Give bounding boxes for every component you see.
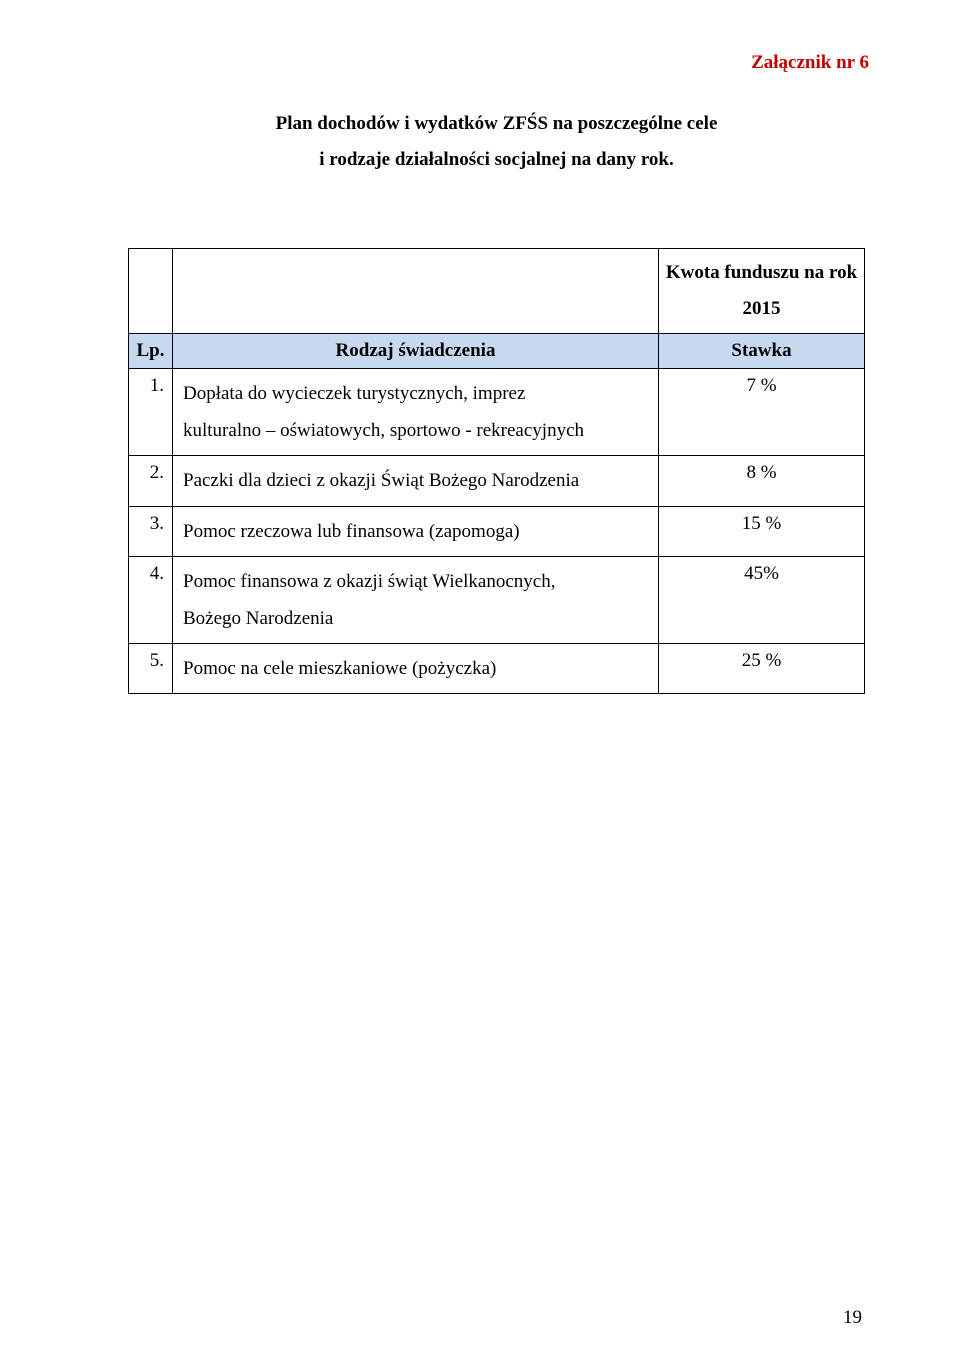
blank-header-cell [129,249,173,334]
row-desc: Dopłata do wycieczek turystycznych, impr… [173,369,659,456]
row-rate: 8 % [659,456,865,506]
kwota-header: Kwota funduszu na rok 2015 [659,249,865,334]
table-header-row-main: Lp. Rodzaj świadczenia Stawka [129,334,865,369]
page-number: 19 [843,1307,862,1329]
document-page: Załącznik nr 6 Plan dochodów i wydatków … [0,0,960,1371]
row-desc: Pomoc rzeczowa lub finansowa (zapomoga) [173,506,659,556]
row-rate: 7 % [659,369,865,456]
row-desc-line1: Pomoc rzeczowa lub finansowa (zapomoga) [183,521,520,542]
row-lp: 5. [129,643,173,693]
table-header-row-top: Kwota funduszu na rok 2015 [129,249,865,334]
rodzaj-header: Rodzaj świadczenia [173,334,659,369]
title-line-2: i rodzaje działalności socjalnej na dany… [128,142,865,178]
row-rate: 25 % [659,643,865,693]
kwota-header-line2: 2015 [743,298,781,319]
table-row: 5. Pomoc na cele mieszkaniowe (pożyczka)… [129,643,865,693]
row-lp: 1. [129,369,173,456]
table-row: 1. Dopłata do wycieczek turystycznych, i… [129,369,865,456]
table-row: 2. Paczki dla dzieci z okazji Świąt Boże… [129,456,865,506]
row-rate: 45% [659,556,865,643]
row-desc: Pomoc finansowa z okazji świąt Wielkanoc… [173,556,659,643]
kwota-header-line1: Kwota funduszu na rok [666,262,857,283]
blank-header-cell [173,249,659,334]
row-lp: 3. [129,506,173,556]
row-rate: 15 % [659,506,865,556]
row-lp: 2. [129,456,173,506]
lp-header: Lp. [129,334,173,369]
row-lp: 4. [129,556,173,643]
stawka-header: Stawka [659,334,865,369]
attachment-label: Załącznik nr 6 [128,52,869,74]
row-desc-line1: Pomoc finansowa z okazji świąt Wielkanoc… [183,571,555,592]
row-desc-line1: Dopłata do wycieczek turystycznych, impr… [183,383,525,404]
rates-table: Kwota funduszu na rok 2015 Lp. Rodzaj św… [128,248,865,694]
table-row: 3. Pomoc rzeczowa lub finansowa (zapomog… [129,506,865,556]
row-desc: Paczki dla dzieci z okazji Świąt Bożego … [173,456,659,506]
table-row: 4. Pomoc finansowa z okazji świąt Wielka… [129,556,865,643]
title-block: Plan dochodów i wydatków ZFŚS na poszcze… [128,106,865,178]
row-desc-line1: Paczki dla dzieci z okazji Świąt Bożego … [183,470,579,491]
row-desc-line2: kulturalno – oświatowych, sportowo - rek… [183,420,584,441]
row-desc-line2: Bożego Narodzenia [183,608,333,629]
row-desc: Pomoc na cele mieszkaniowe (pożyczka) [173,643,659,693]
row-desc-line1: Pomoc na cele mieszkaniowe (pożyczka) [183,658,496,679]
title-line-1: Plan dochodów i wydatków ZFŚS na poszcze… [128,106,865,142]
